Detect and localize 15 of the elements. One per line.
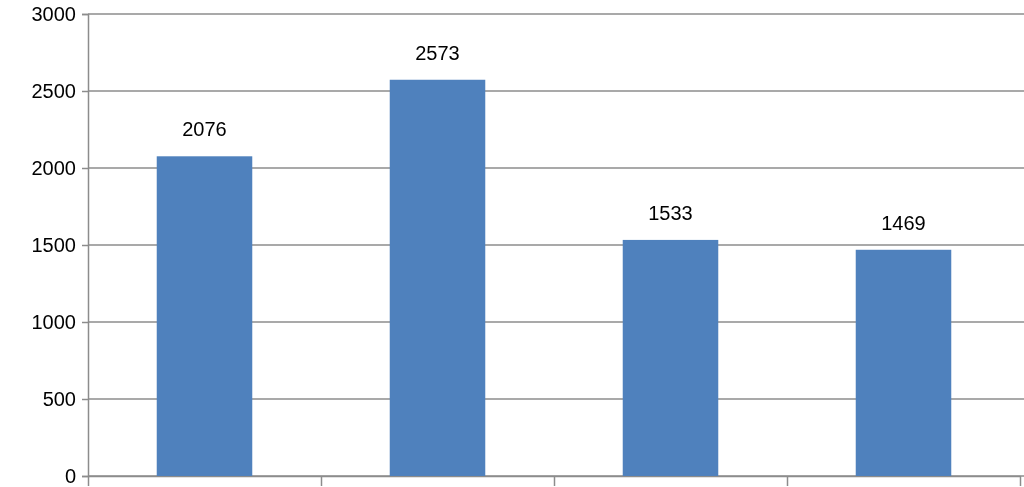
y-tick-label: 1500 — [31, 233, 76, 256]
data-label: 2076 — [182, 118, 227, 141]
data-label: 2573 — [415, 41, 460, 64]
data-label: 1469 — [881, 211, 926, 234]
y-tick-label: 500 — [42, 387, 76, 410]
bar — [389, 79, 486, 476]
y-tick-label: 1000 — [31, 310, 76, 333]
data-label: 1533 — [648, 201, 693, 224]
bar — [622, 239, 719, 476]
y-tick-label: 2000 — [31, 156, 76, 179]
y-tick-label: 2500 — [31, 79, 76, 102]
bar — [156, 156, 253, 476]
y-tick-label: 3000 — [31, 2, 76, 25]
y-tick-label: 0 — [64, 464, 76, 487]
bar — [855, 249, 952, 476]
